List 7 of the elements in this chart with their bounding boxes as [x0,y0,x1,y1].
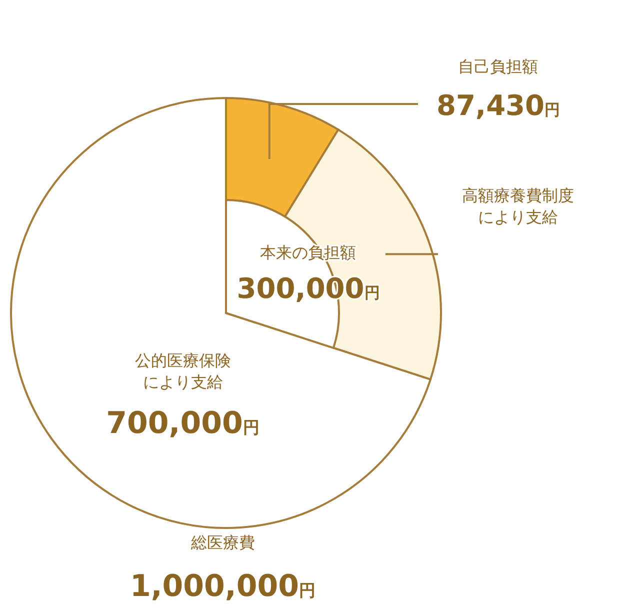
text: 1,000,000円 [130,569,316,604]
slice-label: 自己負担額 [458,57,538,76]
slice-label: 公的医療保険により支給 [135,351,231,392]
slice-label: 高額療養費制度により支給 [462,186,574,227]
text: 総医療費 [190,533,255,552]
data-label: 700,000円 [106,406,260,441]
data-label: 87,430円 [436,89,560,122]
